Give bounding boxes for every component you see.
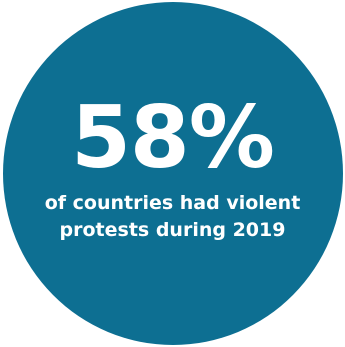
stat-caption-line-2: protests during 2019 (59, 219, 286, 241)
stat-caption: of countries had violent protests during… (0, 190, 345, 244)
stat-caption-line-1: of countries had violent (44, 192, 301, 214)
stat-circle-background (3, 2, 343, 345)
stat-value: 58% (71, 88, 275, 188)
